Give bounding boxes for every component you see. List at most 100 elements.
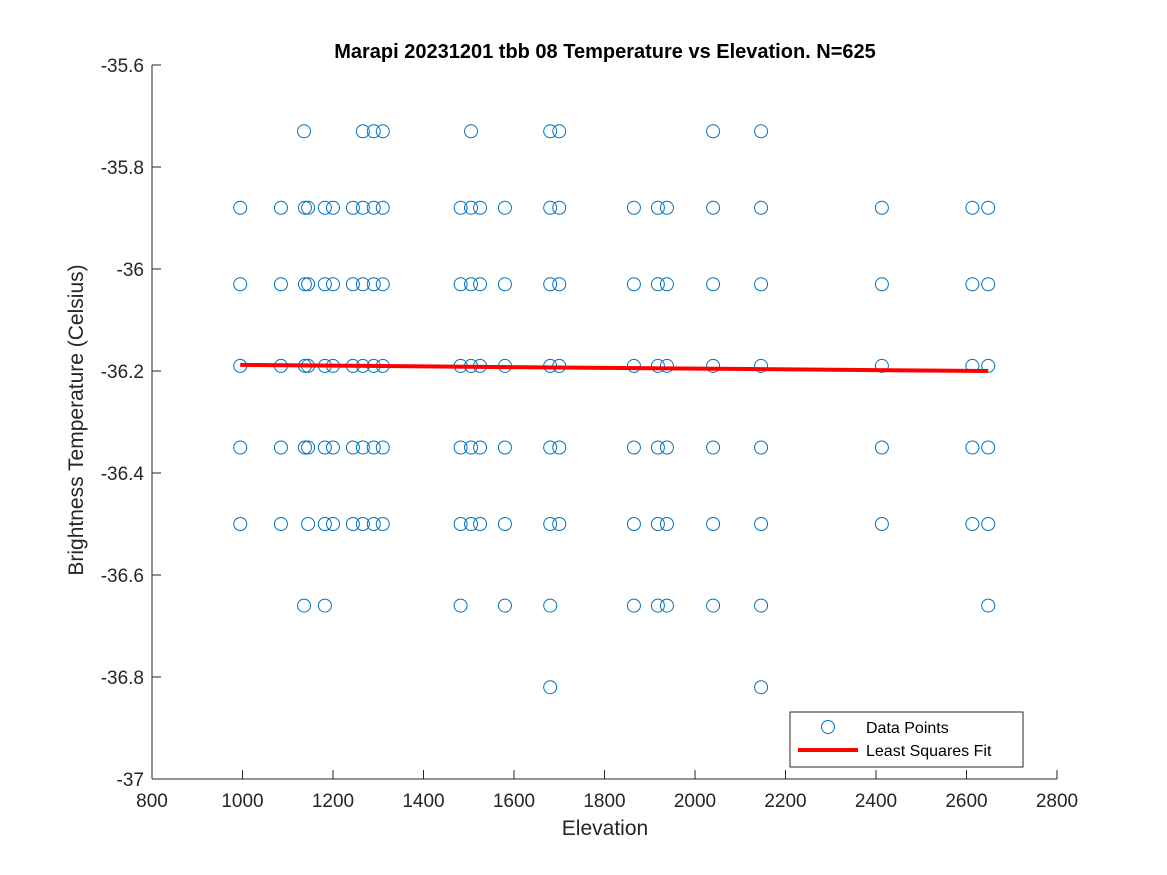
- y-tick-label: -36.8: [101, 668, 144, 689]
- data-point: [464, 517, 479, 531]
- data-point: [375, 440, 390, 455]
- data-point: [497, 517, 512, 531]
- y-tick-label: -36.2: [101, 362, 144, 383]
- data-point: [497, 598, 512, 613]
- x-tick-label: 1200: [312, 791, 354, 812]
- y-tick-label: -35.6: [101, 56, 144, 77]
- data-point: [345, 200, 360, 215]
- data-point: [233, 440, 248, 455]
- data-point: [453, 277, 468, 292]
- data-point: [355, 124, 370, 139]
- data-point: [706, 124, 721, 139]
- x-axis: 800 1000 1200 1400 1600 1800 2000 2200 2400 2600 2…: [136, 770, 1078, 812]
- data-point: [650, 277, 665, 292]
- data-point: [650, 517, 665, 531]
- data-point: [552, 200, 567, 215]
- data-point: [650, 358, 665, 373]
- data-point: [366, 517, 381, 531]
- data-point: [552, 124, 567, 139]
- data-point: [706, 200, 721, 215]
- data-point: [981, 598, 996, 613]
- x-tick-label: 1600: [493, 791, 535, 812]
- data-point: [233, 200, 248, 215]
- data-point: [626, 440, 641, 455]
- data-point: [659, 277, 674, 292]
- legend: Data Points Least Squares Fit: [789, 711, 1024, 768]
- data-point: [754, 358, 769, 373]
- data-point: [326, 440, 340, 455]
- data-point: [552, 517, 567, 531]
- data-point: [706, 277, 721, 292]
- data-point: [345, 277, 360, 292]
- data-point: [659, 598, 674, 613]
- x-tick-label: 2000: [674, 791, 716, 812]
- data-point: [754, 124, 769, 139]
- data-point: [317, 598, 332, 613]
- x-tick-label: 2600: [945, 791, 987, 812]
- x-tick-label: 1800: [583, 791, 625, 812]
- data-point: [650, 598, 665, 613]
- data-point: [453, 517, 468, 531]
- x-axis-label: Elevation: [562, 817, 648, 840]
- data-point: [355, 277, 370, 292]
- data-point: [874, 440, 889, 455]
- data-point: [453, 440, 468, 455]
- data-point: [326, 200, 340, 215]
- data-point: [464, 440, 479, 455]
- data-point: [626, 598, 641, 613]
- data-point: [659, 358, 674, 373]
- data-point: [626, 277, 641, 292]
- x-tick-label: 2800: [1036, 791, 1078, 812]
- y-tick-label: -36.4: [101, 464, 145, 485]
- data-point: [464, 200, 479, 215]
- data-point: [543, 680, 558, 695]
- data-point: [273, 517, 288, 531]
- data-point: [706, 598, 721, 613]
- data-point: [543, 200, 558, 215]
- data-point: [659, 517, 674, 531]
- x-tick-label: 2400: [855, 791, 897, 812]
- data-point: [366, 124, 381, 139]
- legend-label: Data Points: [866, 720, 949, 737]
- x-tick-label: 1000: [221, 791, 263, 812]
- data-point: [965, 200, 980, 215]
- data-point: [355, 440, 370, 455]
- data-point: [273, 277, 288, 292]
- data-point: [874, 517, 889, 531]
- data-point: [497, 200, 512, 215]
- data-point: [552, 440, 567, 455]
- data-point: [273, 440, 288, 455]
- data-point: [317, 440, 332, 455]
- data-point: [650, 200, 665, 215]
- data-point: [874, 200, 889, 215]
- data-point: [659, 440, 674, 455]
- data-point: [355, 200, 370, 215]
- data-point: [754, 680, 769, 695]
- x-tick-label: 1400: [402, 791, 444, 812]
- data-point: [754, 277, 769, 292]
- data-point: [453, 598, 468, 613]
- y-axis: -37 -36.8 -36.6 -36.4 -36.2 -36 -35.8 -35.6: [101, 56, 161, 791]
- data-point: [543, 598, 558, 613]
- data-point: [297, 440, 312, 455]
- x-tick-label: 800: [136, 791, 168, 812]
- data-point: [552, 277, 567, 292]
- data-point: [301, 200, 316, 215]
- data-point: [497, 277, 512, 292]
- data-point: [453, 200, 468, 215]
- data-point: [706, 440, 721, 455]
- data-point: [326, 517, 340, 531]
- data-point: [965, 440, 980, 455]
- data-point: [626, 200, 641, 215]
- data-point: [626, 517, 641, 531]
- data-point: [981, 517, 996, 531]
- data-point: [464, 277, 479, 292]
- legend-box: [789, 711, 1024, 768]
- data-point: [473, 517, 488, 531]
- data-point: [375, 277, 390, 292]
- data-point: [754, 517, 769, 531]
- y-tick-label: -36: [117, 260, 144, 281]
- data-point: [317, 517, 332, 531]
- data-point: [233, 517, 248, 531]
